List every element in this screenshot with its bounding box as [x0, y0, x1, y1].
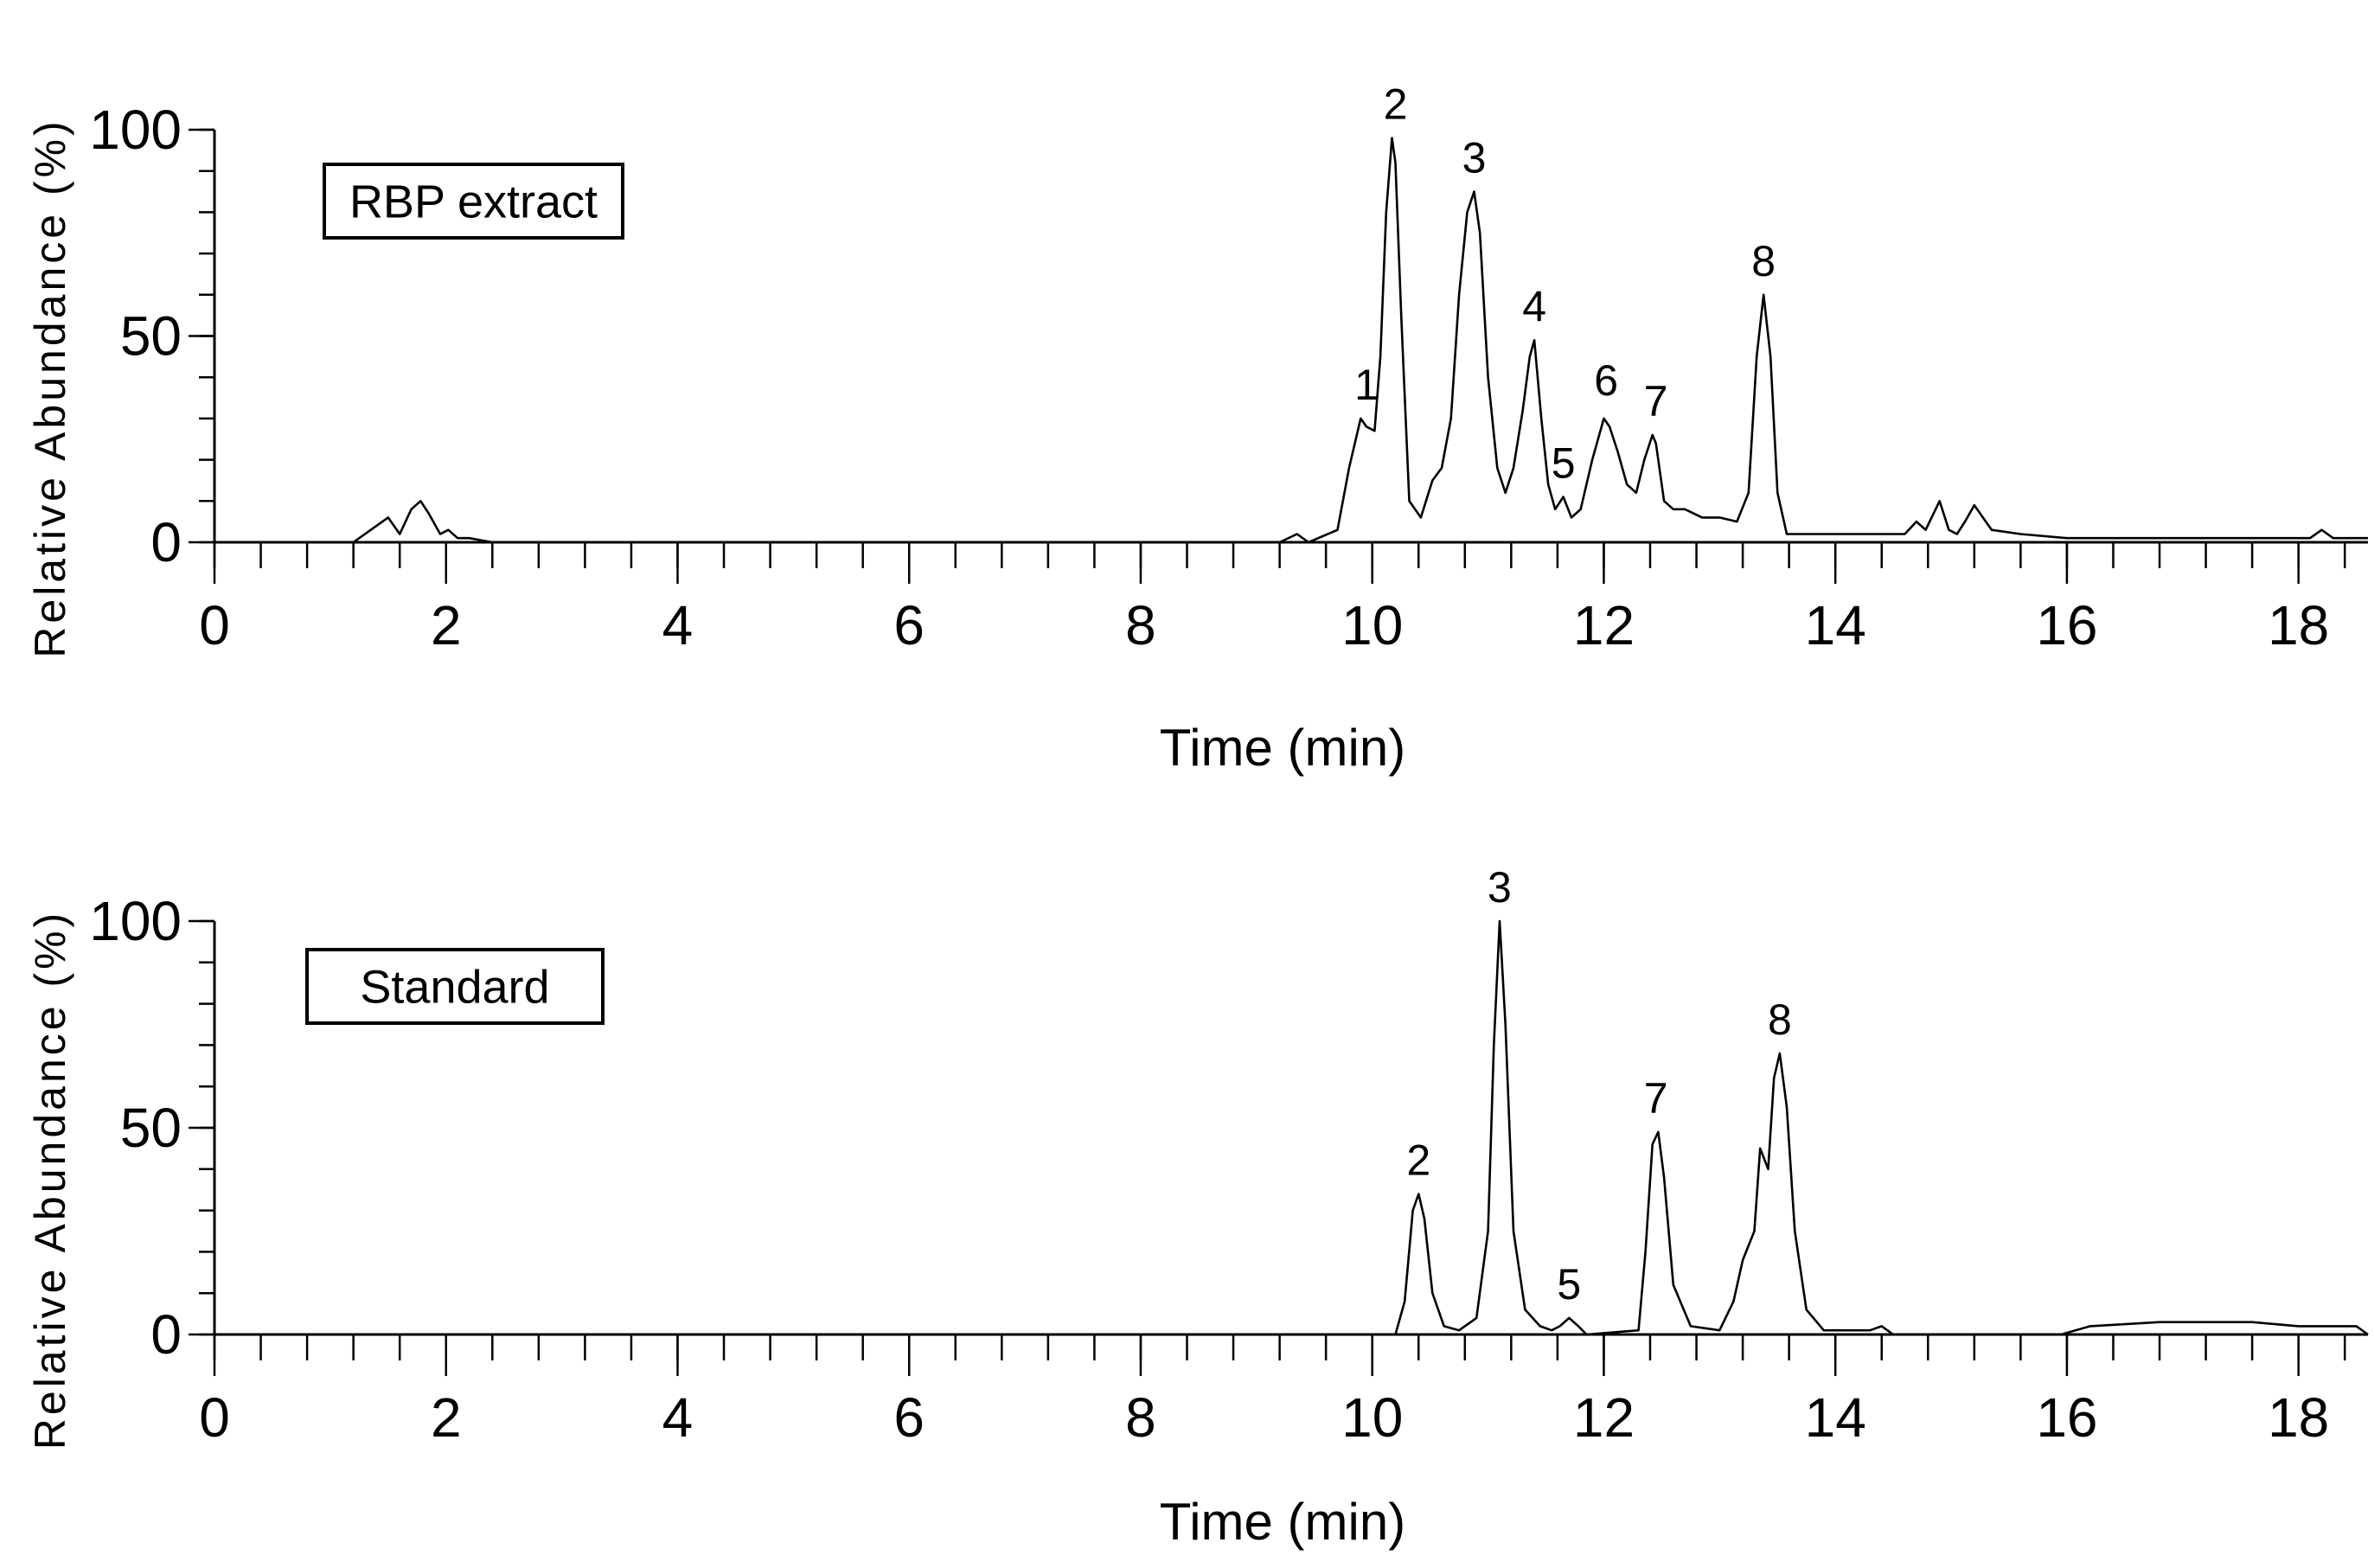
x-tick-label: 2 — [431, 594, 462, 656]
chart-panel-2: 0 2 4 6 8 10 12 14 16 18 0 50 100 Time (min) Relative … — [26, 863, 2369, 1551]
chromatogram-trace — [214, 137, 2368, 544]
x-tick-label: 0 — [199, 1386, 230, 1449]
y-tick-label: 100 — [89, 99, 182, 161]
peak-label: 4 — [1522, 282, 1546, 330]
x-tick-label: 6 — [893, 594, 925, 656]
peak-label: 1 — [1354, 361, 1379, 409]
peak-label: 7 — [1644, 377, 1668, 426]
y-axis-title: Relative Abundance (%) — [26, 910, 74, 1450]
x-tick-label: 8 — [1125, 1386, 1156, 1449]
y-tick-label: 50 — [120, 305, 182, 368]
peak-label: 8 — [1751, 237, 1776, 285]
x-tick-label: 4 — [662, 594, 694, 656]
sample-label-text: RBP extract — [349, 176, 598, 228]
x-tick-label: 18 — [2268, 1386, 2329, 1449]
peak-label: 3 — [1488, 863, 1512, 912]
peak-label: 6 — [1594, 356, 1618, 405]
x-tick-label: 4 — [662, 1386, 694, 1449]
y-tick-label: 50 — [120, 1097, 182, 1159]
x-tick-label: 6 — [893, 1386, 925, 1449]
peak-label: 2 — [1384, 80, 1408, 129]
x-tick-label: 0 — [199, 594, 230, 656]
sample-label-box — [305, 948, 605, 1025]
x-tick-label: 12 — [1573, 1386, 1635, 1449]
x-tick-label: 14 — [1805, 1386, 1866, 1449]
sample-label-box — [323, 163, 624, 240]
y-tick-label: 0 — [150, 1303, 182, 1366]
x-tick-label: 16 — [2036, 1386, 2097, 1449]
x-tick-label: 10 — [1341, 1386, 1403, 1449]
peak-label: 2 — [1406, 1136, 1430, 1184]
x-axis-title: Time (min) — [1160, 1493, 1405, 1551]
y-tick-label: 0 — [150, 511, 182, 573]
x-tick-label: 14 — [1805, 594, 1866, 656]
x-tick-label: 18 — [2268, 594, 2329, 656]
x-tick-label: 10 — [1341, 594, 1403, 656]
peak-label: 7 — [1644, 1074, 1668, 1123]
x-axis-title: Time (min) — [1160, 719, 1405, 777]
y-tick-label: 100 — [89, 890, 182, 952]
peak-label: 5 — [1552, 439, 1576, 488]
chromatogram-trace — [214, 919, 2369, 1336]
peak-label: 5 — [1557, 1260, 1581, 1309]
x-tick-label: 2 — [431, 1386, 462, 1449]
sample-label-text: Standard — [360, 962, 549, 1014]
x-tick-label: 8 — [1125, 594, 1156, 656]
peak-label: 8 — [1768, 995, 1792, 1044]
y-axis-title: Relative Abundance (%) — [26, 118, 74, 657]
x-tick-label: 16 — [2036, 594, 2097, 656]
x-tick-label: 12 — [1573, 594, 1635, 656]
peak-label: 3 — [1462, 134, 1487, 182]
